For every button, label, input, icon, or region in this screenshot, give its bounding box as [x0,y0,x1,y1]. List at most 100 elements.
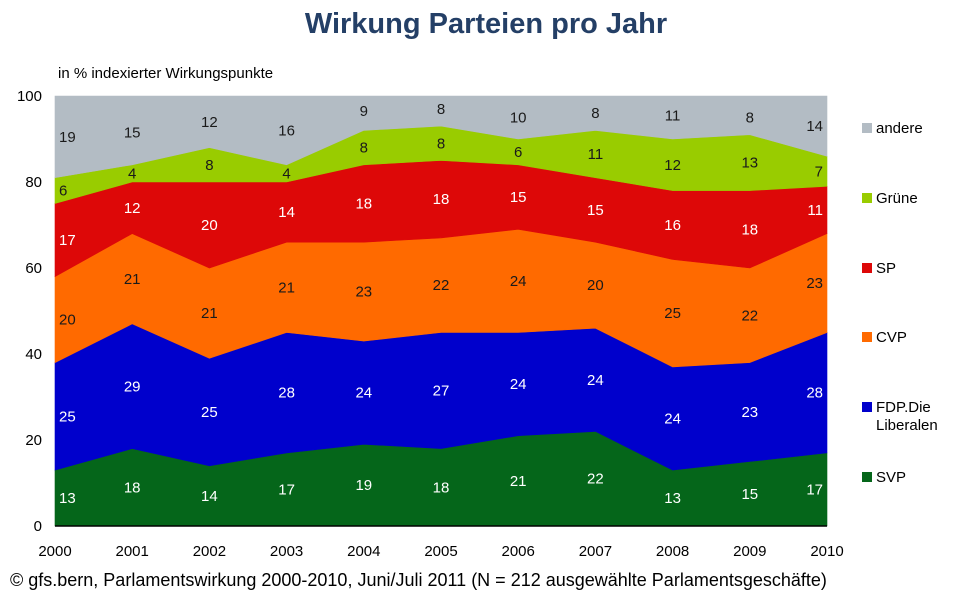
legend-label: FDP.Die [876,399,931,416]
data-label: 18 [741,221,758,238]
data-label: 18 [433,191,450,208]
legend-label: CVP [876,329,907,346]
data-label: 11 [807,202,823,219]
data-label: 17 [806,481,823,498]
data-label: 20 [201,217,218,234]
x-tick-label: 2005 [424,543,457,560]
data-label: 21 [201,305,218,322]
data-label: 23 [741,404,758,421]
legend-item-gr-ne: Grüne [862,190,918,207]
data-label: 13 [664,490,681,507]
data-label: 20 [587,277,604,294]
data-label: 25 [201,404,218,421]
data-label: 24 [510,376,527,393]
data-label: 13 [741,155,758,172]
y-tick-labels: 0 20 40 60 80 100 [17,88,42,535]
data-label: 8 [437,135,445,152]
legend-label: SP [876,260,896,277]
x-tick-label: 2002 [193,543,226,560]
data-label: 7 [815,163,823,180]
data-label: 9 [360,103,368,120]
data-label: 21 [124,271,141,288]
data-label: 21 [510,473,527,490]
data-label: 22 [741,307,758,324]
data-label: 14 [806,118,823,135]
data-label: 18 [433,479,450,496]
legend-item-svp: SVP [862,469,906,486]
data-label: 16 [664,217,681,234]
data-label: 16 [278,122,295,139]
y-tick-label: 60 [25,260,42,277]
legend-swatch [862,402,872,412]
y-tick-label: 40 [25,346,42,363]
legend-label: Liberalen [876,417,938,434]
chart-title: Wirkung Parteien pro Jahr [304,8,668,40]
y-axis-label: in % indexierter Wirkungspunkte [58,65,274,82]
x-tick-label: 2008 [656,543,689,560]
x-tick-label: 2010 [810,543,843,560]
data-label: 25 [664,305,681,322]
data-label: 22 [433,277,450,294]
legend-label: SVP [876,469,906,486]
area-andere [54,95,828,179]
data-label: 12 [201,114,218,131]
data-label: 14 [278,204,295,221]
legend-swatch [862,472,872,482]
data-label: 8 [746,110,754,127]
data-label: 11 [588,146,604,163]
data-label: 15 [510,189,527,206]
data-label: 29 [124,378,141,395]
legend-swatch [862,193,872,203]
data-label: 15 [587,202,604,219]
data-label: 4 [282,165,290,182]
x-tick-labels: 2000 2001 2002 2003 2004 2005 2006 2007 2008 2009… [38,543,843,560]
data-label: 20 [59,312,76,329]
data-label: 12 [124,200,141,217]
data-label: 28 [806,385,823,402]
data-label: 24 [664,411,681,428]
data-label: 23 [355,284,372,301]
data-label: 8 [591,105,599,122]
area-layers [54,95,828,527]
data-label: 24 [355,385,372,402]
data-label: 12 [664,157,681,174]
legend-label: Grüne [876,190,918,207]
y-tick-label: 100 [17,88,42,105]
data-label: 27 [433,383,450,400]
data-label: 4 [128,165,136,182]
y-tick-label: 0 [34,518,42,535]
x-tick-label: 2000 [38,543,71,560]
data-label: 21 [278,279,295,296]
y-tick-label: 20 [25,432,42,449]
data-label: 8 [205,157,213,174]
data-label: 10 [510,110,527,127]
data-label: 13 [59,490,76,507]
data-label: 28 [278,385,295,402]
legend-swatch [862,123,872,133]
x-tick-label: 2004 [347,543,380,560]
data-label: 15 [124,125,141,142]
data-label: 11 [665,107,681,124]
data-label: 6 [59,183,67,200]
data-label: 17 [278,481,295,498]
data-label: 6 [514,144,522,161]
source-note: © gfs.bern, Parlamentswirkung 2000-2010,… [10,570,827,590]
x-tick-label: 2001 [116,543,149,560]
data-label: 15 [741,486,758,503]
data-label: 19 [59,129,76,146]
x-tick-label: 2006 [502,543,535,560]
data-label: 18 [124,479,141,496]
legend-item-andere: andere [862,120,923,137]
x-tick-label: 2007 [579,543,612,560]
data-labels: 13 18 14 17 19 18 21 22 13 15 17 25 29 25 28 24 27 24 24 24… [59,101,823,507]
legend-label: andere [876,120,923,137]
data-label: 23 [806,275,823,292]
data-label: 25 [59,408,76,425]
data-label: 24 [587,372,604,389]
legend-item-sp: SP [862,260,896,277]
data-label: 18 [355,196,372,213]
data-label: 24 [510,273,527,290]
